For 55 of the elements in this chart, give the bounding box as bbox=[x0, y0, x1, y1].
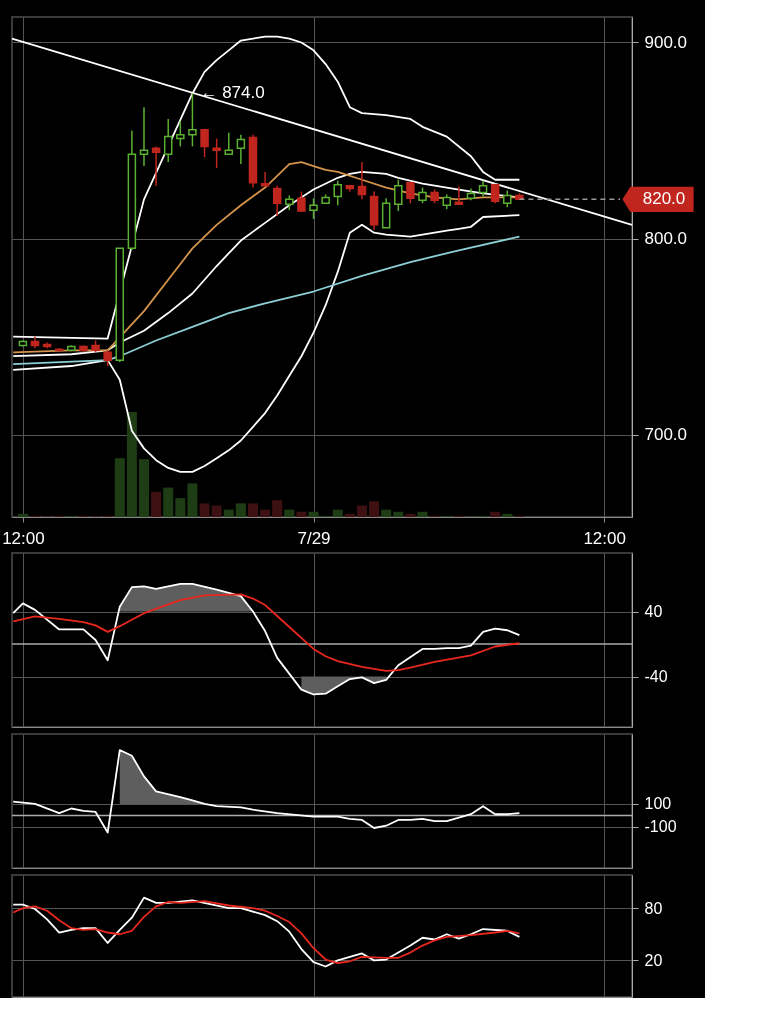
candlestick bbox=[272, 184, 282, 217]
x-tick-label: 7/29 bbox=[297, 528, 331, 548]
bar bbox=[138, 459, 149, 517]
bar bbox=[356, 505, 367, 517]
bar bbox=[126, 412, 137, 517]
bar bbox=[260, 509, 271, 517]
bar bbox=[187, 483, 198, 517]
bar bbox=[296, 511, 307, 517]
candlestick bbox=[139, 106, 149, 167]
bar bbox=[344, 513, 355, 517]
x-tick-label: 12:00 bbox=[583, 528, 626, 548]
bar bbox=[247, 503, 258, 517]
bar bbox=[114, 458, 125, 517]
y-tick-label: -40 bbox=[644, 668, 668, 686]
bar bbox=[235, 503, 246, 517]
bar bbox=[163, 487, 174, 517]
y-tick-label: 700.0 bbox=[644, 425, 688, 445]
ref-line-label: 820.0 bbox=[642, 189, 686, 209]
bar bbox=[332, 509, 343, 517]
bar bbox=[272, 500, 283, 517]
bar bbox=[381, 509, 392, 517]
bar bbox=[417, 511, 428, 517]
bar bbox=[393, 511, 404, 517]
bar bbox=[17, 513, 28, 517]
y-tick-label: 40 bbox=[644, 603, 663, 621]
y-tick-label: 80 bbox=[644, 899, 663, 917]
y-tick-label: 20 bbox=[644, 951, 663, 969]
candlestick bbox=[151, 145, 161, 187]
candlestick bbox=[224, 131, 234, 155]
y-tick-label: 800.0 bbox=[644, 229, 688, 249]
bar bbox=[199, 503, 210, 517]
candlestick bbox=[394, 179, 403, 212]
bar bbox=[490, 511, 501, 517]
y-tick-label: -100 bbox=[644, 818, 677, 836]
bar bbox=[175, 498, 186, 517]
candlestick bbox=[236, 133, 246, 165]
y-tick-label: 100 bbox=[644, 795, 672, 813]
candlestick bbox=[333, 179, 342, 206]
candlestick bbox=[357, 161, 367, 201]
candlestick bbox=[200, 128, 209, 158]
candlestick bbox=[188, 92, 197, 148]
bar bbox=[308, 511, 319, 517]
bar bbox=[369, 501, 380, 517]
bar bbox=[502, 513, 513, 517]
bar bbox=[405, 513, 416, 517]
y-tick-label: 900.0 bbox=[644, 32, 688, 52]
candlestick bbox=[309, 197, 318, 220]
candlestick bbox=[212, 137, 221, 169]
bar bbox=[223, 509, 234, 517]
bar bbox=[211, 505, 222, 517]
candlestick bbox=[163, 118, 173, 163]
bar bbox=[284, 509, 295, 517]
candlestick bbox=[176, 120, 185, 148]
bar bbox=[151, 491, 162, 517]
x-tick-label: 12:00 bbox=[2, 528, 45, 548]
